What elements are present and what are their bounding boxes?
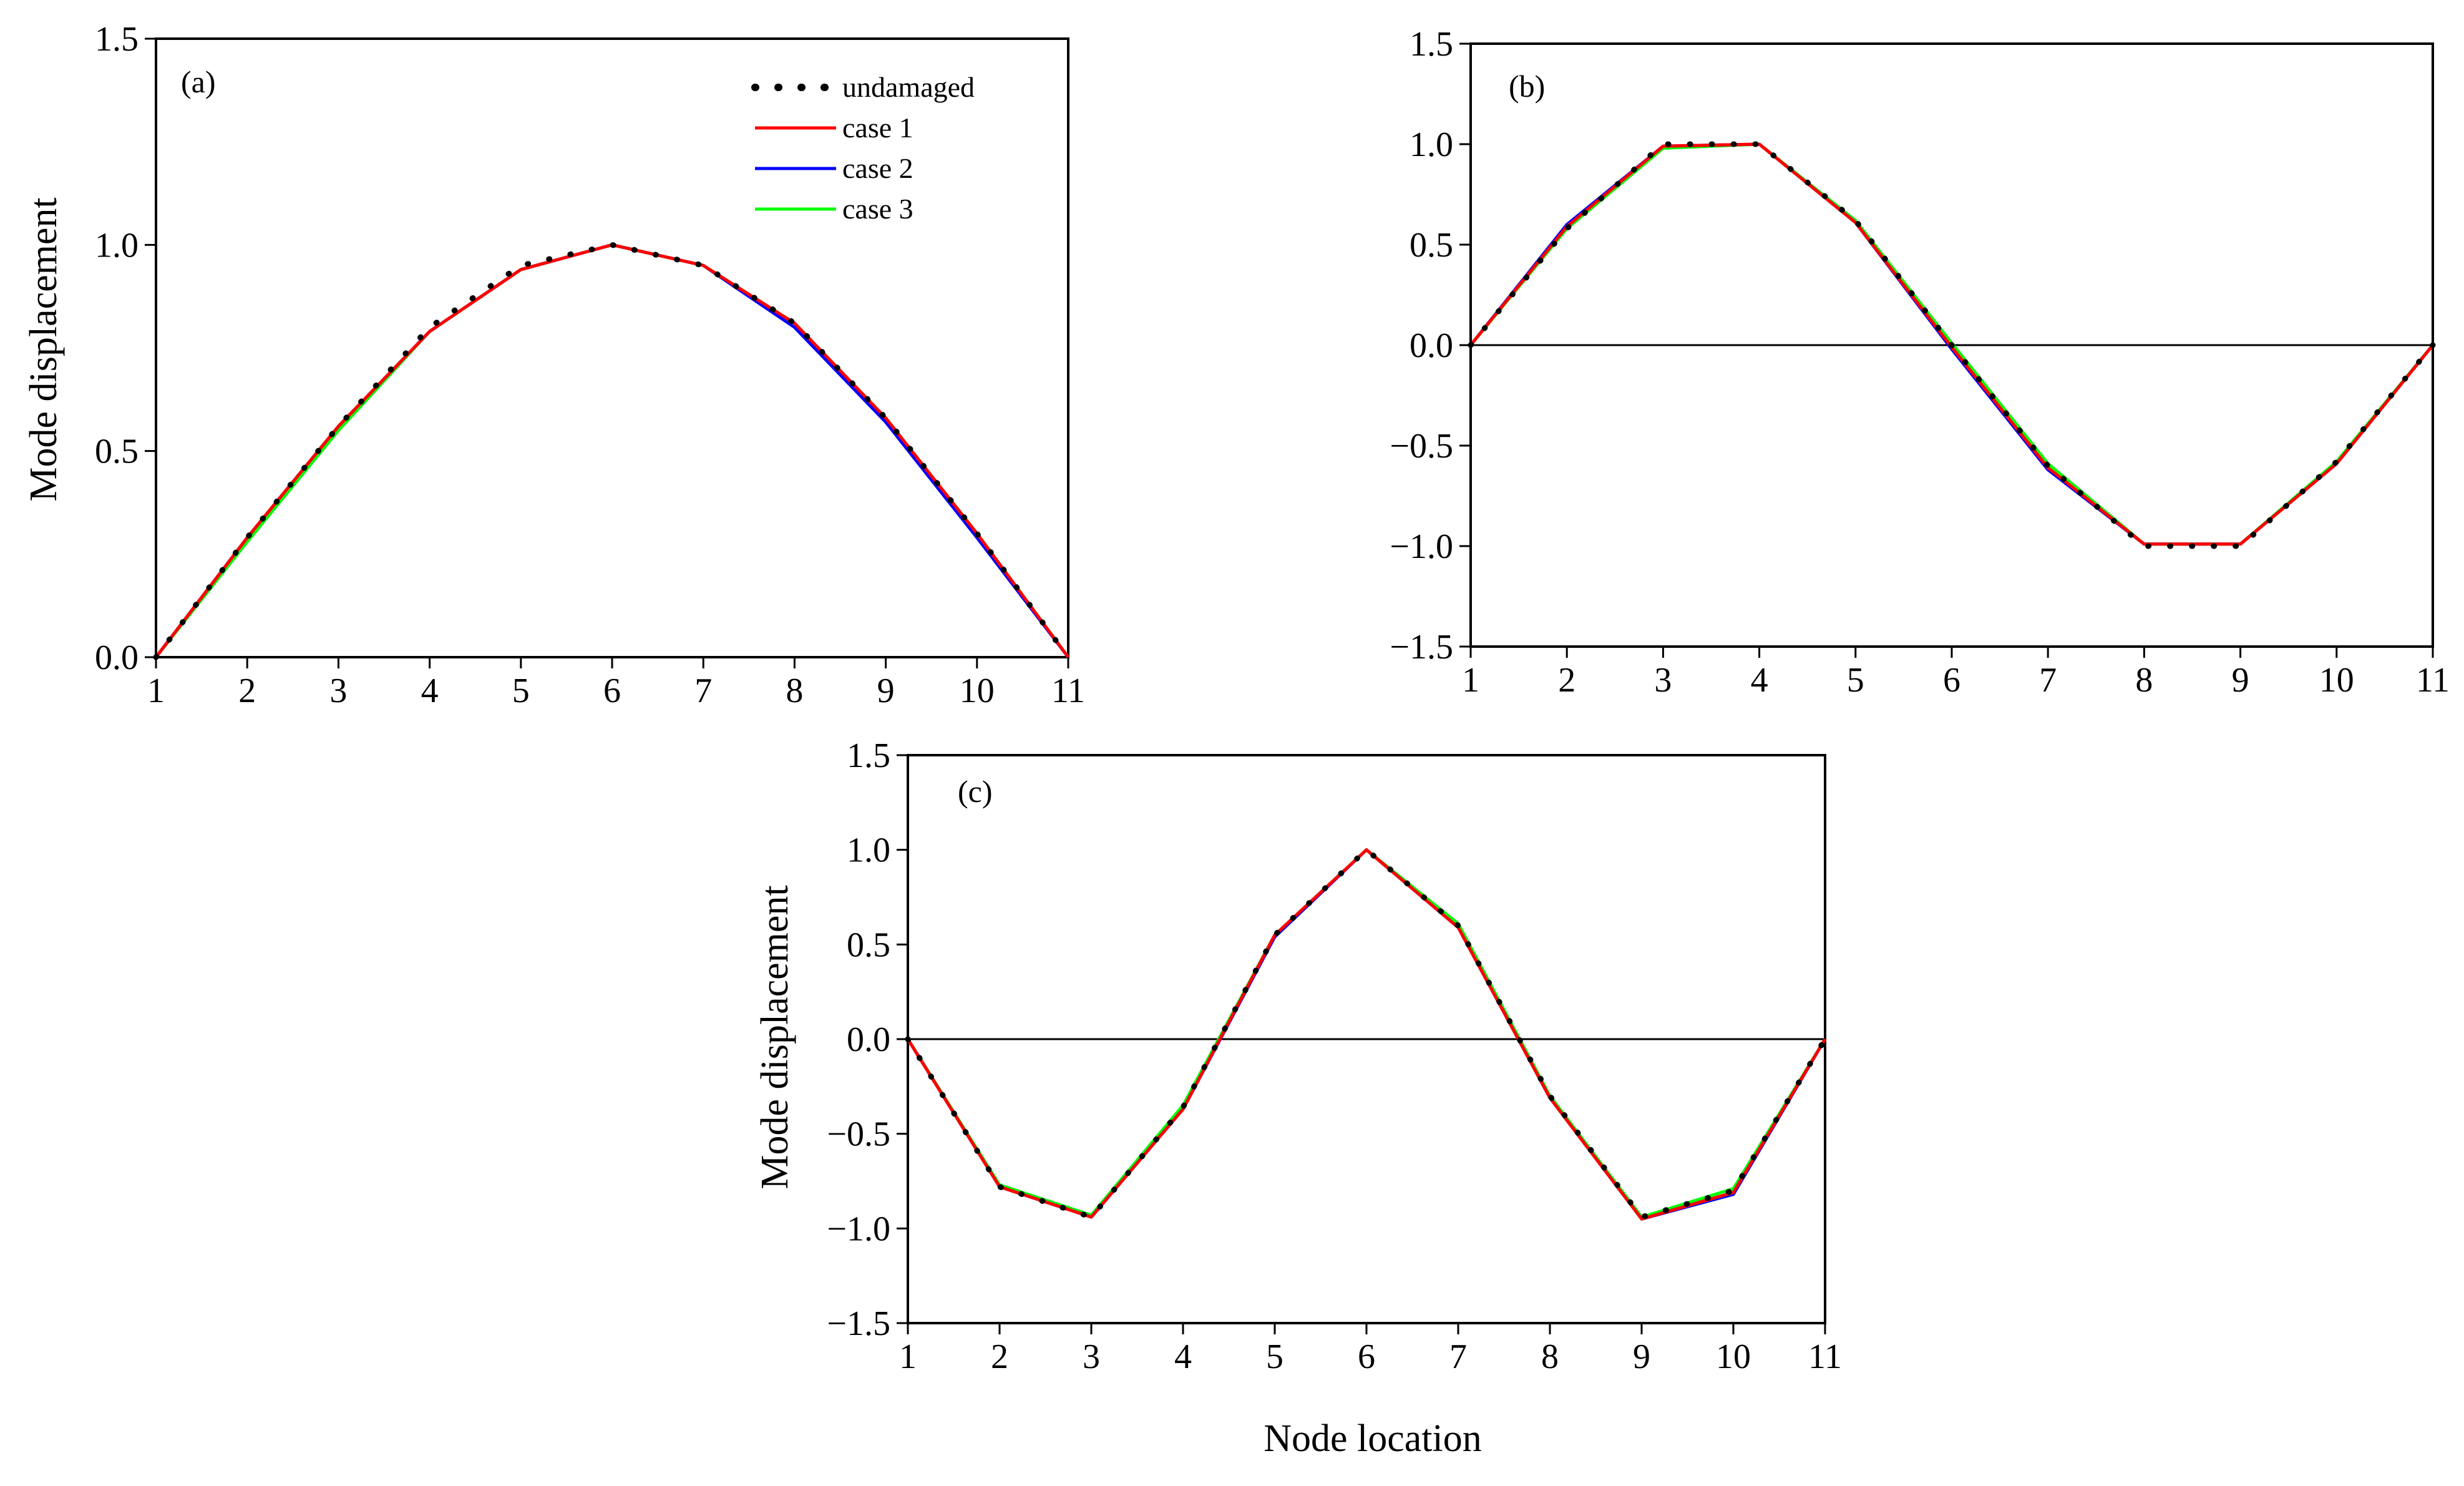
panel-b-y-tick-label: 1.0 bbox=[1410, 125, 1453, 164]
legend-case1-label: case 1 bbox=[842, 112, 913, 144]
x-axis-title: Node location bbox=[1264, 1417, 1482, 1460]
panel-b-x-tick-label: 1 bbox=[1462, 661, 1479, 700]
panel-c-series-case3 bbox=[906, 848, 1827, 1219]
panel-a-series-undamaged bbox=[153, 242, 1071, 660]
panel-a-x-tick-label: 7 bbox=[694, 672, 712, 710]
panel-a-y-tick-label: 0.0 bbox=[95, 638, 139, 677]
panel-c-y-tick-label: 1.0 bbox=[847, 831, 890, 870]
panel-b-y-tick-label: 0.5 bbox=[1410, 226, 1453, 265]
panel-c-series-case2 bbox=[906, 848, 1827, 1221]
panel-c-x-tick-label: 6 bbox=[1358, 1337, 1375, 1376]
panel-c-x-tick-label: 8 bbox=[1541, 1337, 1559, 1376]
panel-a-ylabel: Mode displacement bbox=[22, 197, 65, 501]
panel-b-x-tick-label: 9 bbox=[2232, 661, 2249, 700]
legend-case2-label: case 2 bbox=[842, 152, 913, 184]
panel-a-x-tick-label: 9 bbox=[877, 672, 895, 710]
panel-b-series-undamaged bbox=[1468, 141, 2436, 549]
panel-a-x-tick-label: 1 bbox=[147, 672, 165, 710]
panel-a-label: (a) bbox=[181, 64, 216, 99]
panel-c-x-tick-label: 7 bbox=[1449, 1337, 1467, 1376]
panel-c-y-tick-label: 1.5 bbox=[847, 736, 890, 775]
panel-c-y-tick-label: 0.0 bbox=[847, 1020, 890, 1059]
panel-b-y-tick-label: −0.5 bbox=[1390, 427, 1453, 466]
panel-c-x-tick-label: 3 bbox=[1083, 1337, 1100, 1376]
panel-b-x-tick-label: 7 bbox=[2039, 661, 2057, 700]
panel-a-x-tick-label: 8 bbox=[786, 672, 803, 710]
legend-case3-label: case 3 bbox=[842, 193, 913, 225]
panel-c-x-tick-label: 10 bbox=[1716, 1337, 1751, 1376]
panel-b-y-tick-label: 1.5 bbox=[1410, 25, 1453, 64]
panel-c-series-case1 bbox=[906, 848, 1827, 1221]
panel-c-x-tick-label: 11 bbox=[1808, 1337, 1842, 1376]
panel-b-x-tick-label: 3 bbox=[1654, 661, 1672, 700]
panel-a-x-tick-label: 5 bbox=[512, 672, 530, 710]
panel-b-x-tick-label: 8 bbox=[2135, 661, 2153, 700]
panel-c-y-tick-label: −1.0 bbox=[827, 1210, 890, 1248]
panel-b-y-tick-label: −1.0 bbox=[1390, 527, 1453, 566]
panel-a-series-case2 bbox=[155, 243, 1069, 658]
panel-a-y-tick-label: 1.5 bbox=[95, 20, 139, 59]
panel-c-y-tick-label: 0.5 bbox=[847, 926, 890, 964]
panel-a-x-tick-label: 6 bbox=[603, 672, 621, 710]
panel-c: (c) Mode displacement Node location 1 2 3 4… bbox=[754, 736, 1842, 1460]
panel-a: (a) Mode displacement undamaged case 1 c… bbox=[22, 20, 1085, 710]
panel-b-x-tick-label: 6 bbox=[1943, 661, 1960, 700]
panel-b-x-tick-label: 5 bbox=[1847, 661, 1864, 700]
panel-b-x-tick-label: 4 bbox=[1751, 661, 1768, 700]
panel-a-frame bbox=[155, 37, 1069, 658]
panel-a-x-tick-label: 2 bbox=[238, 672, 256, 710]
panel-a-series-case3 bbox=[155, 243, 1070, 658]
panel-c-y-tick-label: −0.5 bbox=[827, 1115, 890, 1154]
panel-c-label: (c) bbox=[958, 774, 993, 809]
panel-a-y-tick-label: 0.5 bbox=[95, 433, 139, 471]
panel-a-series-case1 bbox=[155, 243, 1070, 658]
legend-undamaged-label: undamaged bbox=[842, 71, 975, 103]
panel-a-y-tick-label: 1.0 bbox=[95, 226, 139, 265]
panel-c-y-tick-label: −1.5 bbox=[827, 1304, 890, 1343]
legend: undamaged case 1 case 2 case 3 bbox=[751, 71, 975, 225]
panel-c-x-tick-label: 9 bbox=[1633, 1337, 1650, 1376]
panel-b-x-tick-label: 11 bbox=[2416, 661, 2450, 700]
panel-c-x-tick-label: 4 bbox=[1174, 1337, 1192, 1376]
panel-a-x-tick-label: 4 bbox=[421, 672, 439, 710]
panel-a-x-tick-label: 3 bbox=[329, 672, 347, 710]
panel-b-x-tick-label: 2 bbox=[1558, 661, 1575, 700]
panel-c-x-tick-label: 2 bbox=[991, 1337, 1008, 1376]
panel-b-y-tick-label: 0.0 bbox=[1410, 326, 1453, 365]
panel-b-label: (b) bbox=[1509, 69, 1545, 104]
panel-a-x-tick-label: 11 bbox=[1051, 672, 1085, 710]
panel-c-x-tick-label: 1 bbox=[899, 1337, 917, 1376]
panel-c-x-tick-label: 5 bbox=[1266, 1337, 1283, 1376]
panel-c-ylabel: Mode displacement bbox=[754, 885, 796, 1189]
panel-c-series-undamaged bbox=[905, 847, 1828, 1220]
panel-b-x-tick-label: 10 bbox=[2319, 661, 2354, 700]
panel-b-y-tick-label: −1.5 bbox=[1390, 628, 1453, 667]
panel-a-x-tick-label: 10 bbox=[960, 672, 995, 710]
panel-b: (b) 1 2 3 4 5 6 7 8 9 10 11 −1.5 −1.0 −0.5 0.0 0.5 1.0 1.… bbox=[1390, 25, 2450, 700]
